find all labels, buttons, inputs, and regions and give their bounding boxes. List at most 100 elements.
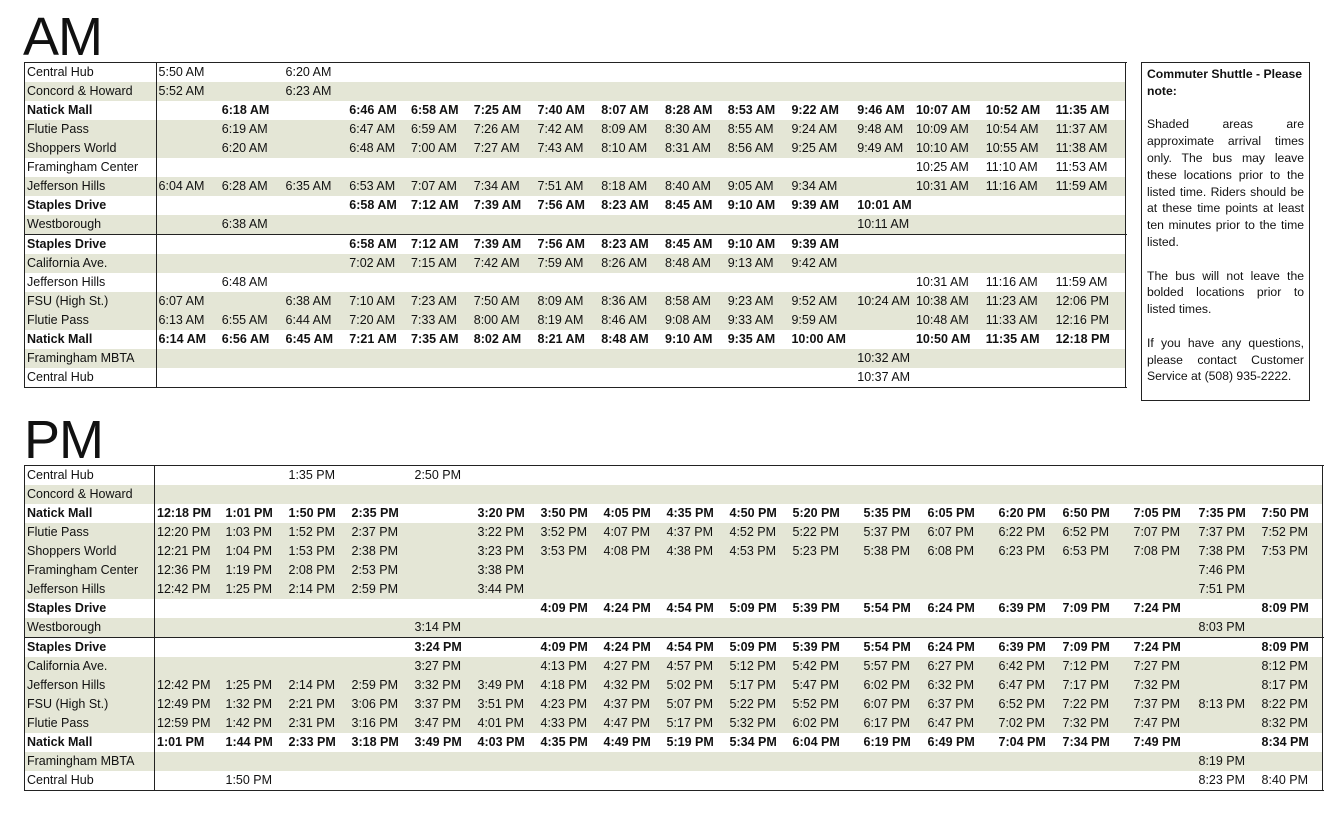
time-cell: 6:58 AM [349, 198, 397, 212]
time-cell: 1:25 PM [223, 580, 287, 599]
time-cell [413, 771, 476, 791]
stop-name: Central Hub [24, 62, 157, 82]
time-cell [156, 254, 220, 273]
stop-name: Concord & Howard [24, 82, 157, 101]
time-cell [154, 637, 224, 657]
time-cell [602, 466, 665, 486]
time-cell: 8:40 AM [663, 177, 726, 196]
stop-name: Central Hub [24, 771, 155, 791]
time-cell [914, 196, 984, 215]
am-schedule-table: Central Hub 5:50 AM 6:20 AM Concord & Howar… [24, 62, 1126, 388]
pm-schedule-table: Central Hub 1:35 PM 2:50 PM Concord & Howar… [24, 465, 1323, 791]
time-cell: 2:38 PM [349, 542, 413, 561]
time-cell: 8:48 AM [663, 254, 726, 273]
time-cell [219, 292, 284, 311]
time-cell: 5:52 AM [156, 82, 220, 101]
time-cell: 4:57 PM [664, 657, 728, 676]
time-cell: 10:24 AM [855, 292, 914, 311]
time-cell [663, 215, 726, 235]
time-cell [219, 234, 284, 254]
time-cell: 5:09 PM [729, 601, 777, 615]
time-cell [663, 273, 726, 292]
time-cell [926, 771, 997, 791]
time-cell: 7:23 AM [409, 292, 472, 311]
time-cell [1259, 561, 1323, 580]
time-cell: 4:47 PM [601, 714, 665, 733]
time-cell: 6:35 AM [283, 177, 348, 196]
time-cell [1060, 618, 1132, 638]
time-cell [475, 637, 539, 657]
time-cell [535, 349, 600, 368]
time-cell [855, 254, 914, 273]
time-cell: 11:59 AM [1053, 177, 1126, 196]
time-cell [538, 561, 602, 580]
time-cell: 7:07 AM [409, 177, 472, 196]
time-cell: 3:50 PM [540, 506, 588, 520]
schedule-row: Natick Mall 12:18 PM 1:01 PM 1:50 PM 2:35 PM… [24, 504, 1323, 523]
time-cell: 7:51 AM [535, 177, 600, 196]
time-cell [538, 618, 602, 638]
time-cell: 6:19 PM [863, 735, 911, 749]
time-cell: 7:09 PM [1060, 637, 1132, 657]
time-cell [862, 771, 926, 791]
stop-name: Westborough [24, 215, 157, 235]
time-cell: 7:22 PM [1060, 695, 1132, 714]
time-cell: 9:24 AM [789, 120, 856, 139]
time-cell: 7:43 AM [535, 139, 600, 158]
time-cell: 8:09 AM [535, 292, 600, 311]
time-cell: 11:16 AM [983, 177, 1054, 196]
time-cell [664, 485, 728, 504]
time-cell [726, 273, 790, 292]
time-cell: 6:19 AM [219, 120, 284, 139]
time-cell [409, 158, 472, 177]
time-cell [286, 752, 350, 771]
time-cell [726, 368, 790, 388]
stop-name: Shoppers World [24, 542, 155, 561]
time-cell: 10:48 AM [913, 311, 984, 330]
time-cell [599, 82, 663, 101]
schedule-row: Framingham Center 12:36 PM 1:19 PM 2:08 PM 2… [24, 561, 1323, 580]
time-cell [283, 215, 348, 235]
time-cell [409, 82, 472, 101]
time-cell: 12:49 PM [154, 695, 224, 714]
time-cell: 6:04 PM [792, 735, 840, 749]
stop-name: Shoppers World [24, 139, 157, 158]
time-cell: 7:12 AM [411, 198, 459, 212]
time-cell: 5:19 PM [666, 735, 714, 749]
time-cell: 7:20 AM [347, 311, 410, 330]
time-cell [472, 273, 536, 292]
time-cell: 6:07 PM [861, 695, 926, 714]
time-cell [1053, 254, 1126, 273]
time-cell [663, 349, 726, 368]
time-cell [855, 158, 914, 177]
time-cell: 3:44 PM [475, 580, 539, 599]
time-cell: 10:09 AM [913, 120, 984, 139]
time-cell: 5:42 PM [790, 657, 862, 676]
time-cell [663, 82, 726, 101]
time-cell [983, 349, 1054, 368]
time-cell [1196, 714, 1260, 733]
time-cell: 8:28 AM [665, 103, 713, 117]
time-cell: 7:59 AM [535, 254, 600, 273]
time-cell [155, 771, 224, 791]
time-cell: 7:21 AM [349, 332, 397, 346]
time-cell: 7:56 AM [537, 198, 585, 212]
schedule-row: Central Hub 1:35 PM 2:50 PM [24, 465, 1323, 486]
stop-name: California Ave. [24, 254, 157, 273]
time-cell [539, 466, 602, 486]
time-cell: 4:53 PM [727, 542, 791, 561]
time-cell: 5:22 PM [790, 523, 862, 542]
time-cell [1259, 485, 1323, 504]
time-cell [925, 752, 997, 771]
time-cell: 4:09 PM [538, 637, 602, 657]
time-cell [538, 485, 602, 504]
time-cell: 5:39 PM [790, 637, 862, 657]
time-cell [727, 580, 791, 599]
time-cell [789, 82, 856, 101]
time-cell [599, 215, 663, 235]
time-cell: 8:03 PM [1196, 618, 1260, 638]
time-cell: 8:23 AM [601, 198, 649, 212]
time-cell: 7:51 PM [1196, 580, 1260, 599]
time-cell [861, 580, 926, 599]
schedule-row: Framingham MBTA 8:19 PM [24, 752, 1323, 771]
